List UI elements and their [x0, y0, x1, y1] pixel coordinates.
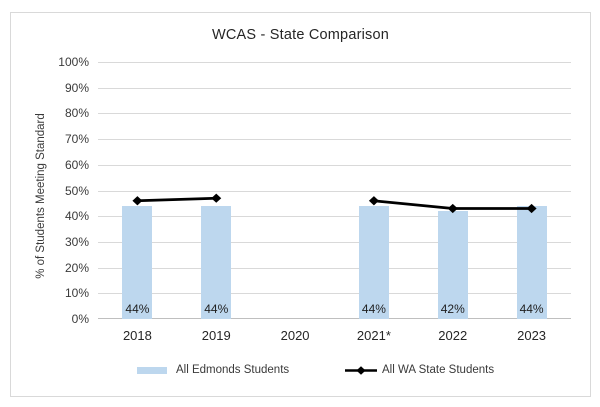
gridline — [98, 242, 571, 243]
bar-data-label-2021*: 44% — [361, 302, 386, 316]
bar-series-swatch — [137, 366, 167, 374]
legend-label-wa-state: All WA State Students — [382, 364, 495, 376]
bar-data-label-2023: 44% — [519, 302, 544, 316]
gridline — [98, 113, 571, 114]
gridline — [98, 216, 571, 217]
y-tick-label-90%: 90% — [64, 80, 89, 95]
bar-2019: 44% — [201, 205, 232, 319]
x-tick-label-2022: 2022 — [438, 328, 468, 343]
y-tick-label-80%: 80% — [64, 106, 89, 121]
line-segment — [137, 196, 217, 203]
y-tick-label-40%: 40% — [64, 209, 89, 224]
diamond-marker — [211, 193, 222, 203]
y-tick-label-60%: 60% — [64, 157, 89, 172]
chart-container: WCAS - State Comparison % of Students Me… — [10, 12, 591, 397]
plot-area: 44% 44% 44% 42% 44% — [98, 62, 571, 319]
bar-2018: 44% — [122, 205, 153, 319]
gridline — [98, 88, 571, 89]
x-tick-label-2019: 2019 — [201, 328, 231, 343]
legend-label-edmonds: All Edmonds Students — [176, 364, 290, 376]
x-tick-label-2020: 2020 — [280, 328, 310, 343]
x-axis-line — [98, 318, 571, 319]
gridline — [98, 139, 571, 140]
x-tick-label-2021*: 2021* — [356, 328, 391, 343]
y-tick-label-30%: 30% — [64, 234, 89, 249]
y-tick-label-70%: 70% — [64, 132, 89, 147]
bar-2022: 42% — [437, 211, 468, 319]
diamond-marker — [368, 196, 379, 206]
x-tick-label-2023: 2023 — [517, 328, 547, 343]
line-series-swatch — [344, 365, 378, 376]
diamond-marker — [132, 196, 143, 206]
chart-title: WCAS - State Comparison — [211, 27, 390, 43]
x-tick-label-2018: 2018 — [122, 328, 152, 343]
bar-data-label-2022: 42% — [440, 302, 465, 316]
bar-2023: 44% — [516, 205, 547, 319]
line-series — [132, 193, 537, 214]
gridline — [98, 165, 571, 166]
gridline — [98, 268, 571, 269]
gridline — [98, 191, 571, 192]
diamond-marker — [526, 203, 537, 214]
y-tick-label-50%: 50% — [64, 183, 89, 198]
bar-data-label-2019: 44% — [204, 302, 229, 316]
y-tick-label-0%: 0% — [71, 312, 89, 326]
bar-2021*: 44% — [358, 205, 389, 319]
diamond-marker — [447, 203, 458, 214]
line-marker-glyph — [345, 365, 377, 375]
y-tick-label-100%: 100% — [58, 55, 89, 69]
y-tick-label-10%: 10% — [64, 286, 89, 301]
gridline — [98, 293, 571, 294]
gridline — [98, 62, 571, 63]
y-tick-label-20%: 20% — [64, 260, 89, 275]
legend-entry-edmonds: All Edmonds Students — [137, 364, 289, 376]
legend-entry-wa-state: All WA State Students — [344, 364, 494, 376]
bar-data-label-2018: 44% — [125, 302, 150, 316]
